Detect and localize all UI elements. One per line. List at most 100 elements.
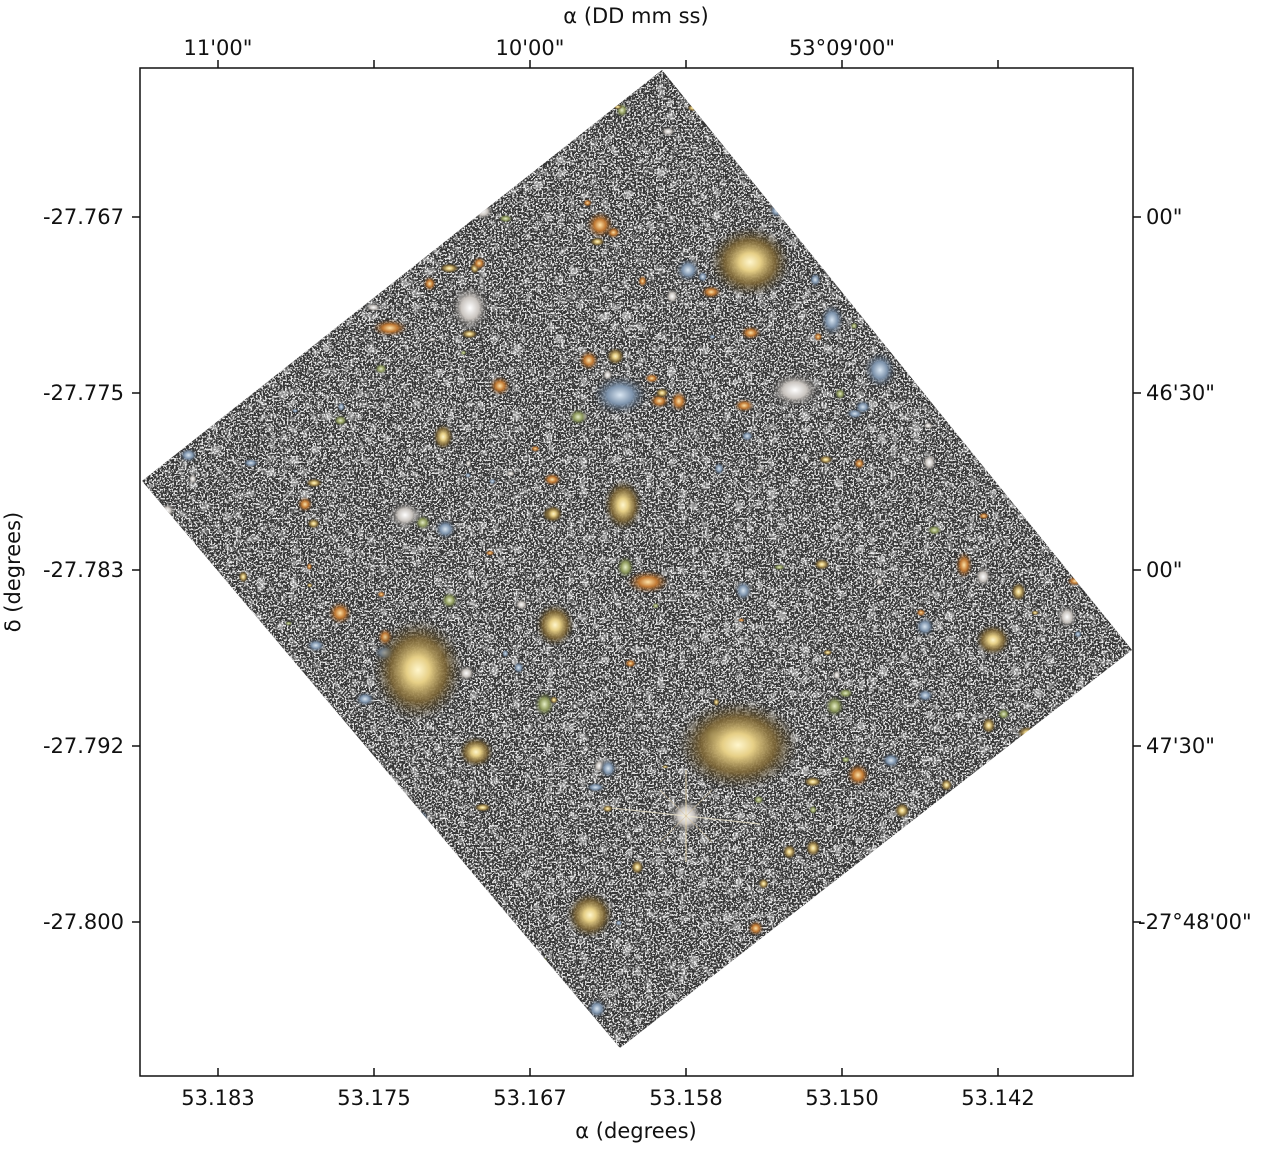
left-axis-title: δ (degrees) [1, 512, 25, 632]
faint-source [1077, 475, 1092, 486]
faint-source [473, 803, 492, 812]
faint-source [234, 322, 256, 349]
faint-source [392, 789, 405, 799]
faint-source [926, 524, 942, 536]
galaxy [820, 304, 844, 336]
bottom-tick-label: 53.167 [493, 1086, 566, 1110]
faint-source [159, 503, 176, 518]
faint-source [284, 810, 296, 817]
faint-source [1018, 810, 1025, 817]
faint-source [1039, 246, 1060, 271]
faint-source [517, 85, 530, 99]
faint-source [230, 1002, 247, 1023]
faint-source [415, 855, 422, 861]
faint-source [669, 390, 688, 412]
faint-source [434, 99, 444, 108]
faint-source [330, 1007, 343, 1018]
faint-source [313, 210, 329, 226]
faint-source [822, 139, 834, 147]
faint-source [530, 445, 541, 453]
faint-source [427, 337, 437, 342]
faint-source [915, 608, 927, 617]
faint-source [661, 764, 669, 769]
top-tick-label: 11'00" [184, 36, 253, 60]
observation-field [142, 70, 1132, 1064]
bottom-tick-label: 53.142 [961, 1086, 1034, 1110]
faint-source [599, 758, 617, 779]
faint-source [486, 1054, 501, 1064]
faint-source [337, 402, 346, 412]
faint-source [971, 896, 991, 920]
faint-source [513, 661, 525, 674]
galaxy [566, 891, 614, 939]
faint-source [437, 173, 454, 193]
galaxy [603, 479, 643, 531]
faint-source [587, 998, 607, 1019]
faint-source [803, 776, 823, 788]
faint-source [769, 203, 783, 218]
faint-source [492, 73, 508, 91]
right-tick-label: -27°48'00" [1138, 910, 1252, 934]
galaxy [389, 501, 421, 529]
faint-source [637, 275, 648, 288]
faint-source [797, 1014, 804, 1022]
top-axis: 11'00" 10'00" 53°09'00" α (DD mm ss) [184, 4, 999, 68]
galaxy-group [769, 372, 821, 408]
faint-source [540, 957, 548, 963]
faint-source [875, 577, 884, 587]
galaxy [586, 211, 614, 239]
faint-source [1106, 894, 1128, 906]
faint-source [967, 406, 981, 415]
faint-source [542, 472, 562, 487]
faint-source [974, 566, 992, 587]
left-tick-label: -27.775 [43, 381, 124, 405]
faint-source [1072, 277, 1089, 297]
faint-source [1010, 581, 1027, 602]
galaxy [450, 284, 490, 332]
faint-source [377, 590, 386, 599]
plot-frame [139, 67, 1134, 1077]
faint-source [1016, 985, 1032, 1005]
faint-source [357, 93, 376, 103]
faint-source [805, 839, 821, 857]
faint-source [434, 518, 457, 540]
faint-source [1093, 374, 1105, 387]
bright-galaxy [708, 226, 792, 298]
faint-source [199, 806, 209, 818]
faint-source [832, 669, 842, 681]
faint-source [305, 478, 323, 488]
faint-source [1093, 422, 1109, 431]
faint-source [644, 373, 660, 384]
faint-source [660, 126, 676, 137]
faint-source [336, 312, 347, 323]
faint-source [585, 782, 606, 793]
faint-source [306, 582, 313, 588]
faint-source [297, 496, 313, 513]
faint-source [484, 913, 491, 922]
faint-source [713, 462, 725, 475]
faint-source [360, 824, 378, 841]
faint-source [624, 658, 637, 669]
faint-source [1085, 706, 1094, 713]
faint-source [740, 430, 754, 442]
faint-source [1017, 726, 1038, 740]
faint-source [763, 108, 784, 131]
faint-source [1055, 735, 1075, 758]
faint-source [721, 1014, 741, 1034]
faint-source [1098, 398, 1111, 406]
faint-source [981, 716, 996, 734]
faint-source [1066, 575, 1084, 587]
faint-source [917, 317, 937, 342]
faint-source [424, 981, 435, 991]
faint-source [223, 762, 231, 771]
faint-source [950, 402, 969, 424]
faint-source [615, 102, 629, 118]
faint-source [460, 329, 479, 339]
bottom-tick-label: 53.183 [181, 1086, 254, 1110]
faint-source [1105, 333, 1113, 341]
faint-source [758, 878, 770, 890]
faint-source [824, 695, 845, 718]
faint-source [630, 859, 644, 875]
faint-source [291, 408, 299, 414]
faint-source [808, 805, 818, 815]
